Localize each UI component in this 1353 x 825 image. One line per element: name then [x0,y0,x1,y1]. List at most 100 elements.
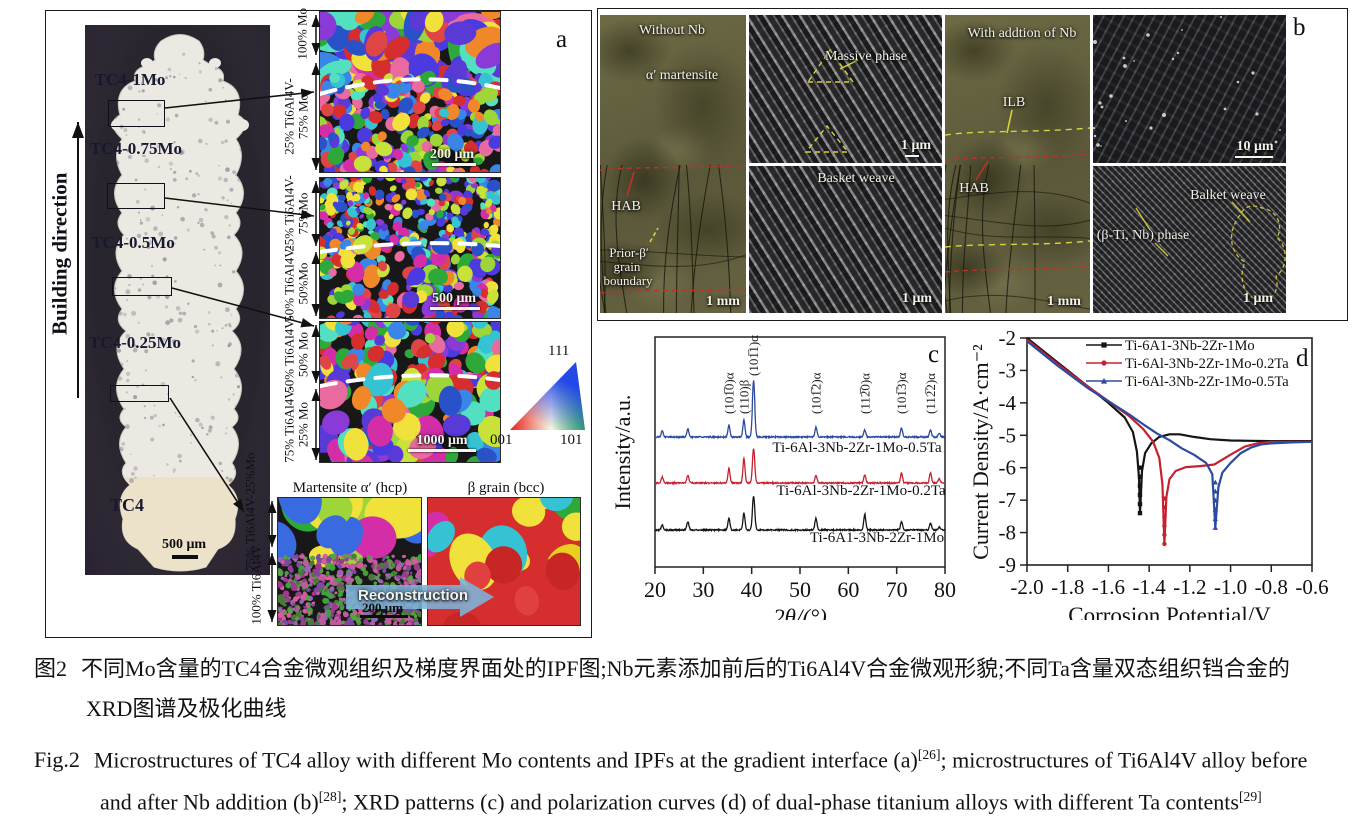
panel-b-frame [597,8,1348,321]
ipf-key-001: 001 [490,432,513,448]
prior-beta-line3: boundary [603,273,653,288]
martensite-ipf-image [277,497,422,626]
col2-top-scale-label: 1 μm [900,138,932,153]
massive-phase-label: Massive phase [824,49,908,64]
map1-scale-label: 200 μm [429,147,475,162]
section-label-tc4: TC4 [109,495,145,515]
sem-basket-weave [749,166,942,313]
pol-ytick: -2 [999,326,1017,350]
ipf-key-111: 111 [548,343,570,359]
xrd-peak-label: (110)β [736,379,751,414]
caption-zh-tag: 图2 [34,656,68,681]
section-label-tc4-025mo: TC4-0.25Mo [88,333,182,352]
hab-label-col1: HAB [611,199,641,214]
xrd-xtick: 50 [789,577,811,602]
ilb-label: ILB [1002,95,1026,110]
interface-dashed-line [320,241,500,254]
panel-d-tag: d [1296,345,1309,372]
xrd-series-label: Ti-6Al-3Nb-2Zr-1Mo-0.5Ta [772,440,942,456]
xrd-xtick: 30 [692,577,714,602]
martensite-title: Martensite α′ (hcp) [292,480,408,496]
alpha-martensite-label: α′ martensite [645,68,719,83]
pol-xlabel: Corrosion Potential/V [1068,603,1271,620]
pol-xtick: -1.4 [1133,575,1167,599]
xrd-xlabel: 2θ/(°) [773,605,827,620]
panel-c-tag: c [928,341,939,368]
pol-xtick: -0.6 [1295,575,1328,599]
caption-zh-line2: XRD图谱及极化曲线 [86,696,287,721]
sem-overview-with-nb [1093,15,1286,163]
caption-zh-line1: 图2 不同Mo含量的TC4合金微观组织及梯度界面处的IPF图;Nb元素添加前后的T… [34,656,1290,681]
xrd-series-label: Ti-6Al-3Nb-2Zr-1Mo-0.2Ta [776,483,946,499]
xrd-curve [654,380,946,440]
grain-mosaic [320,12,500,172]
building-direction-label: Building direction [47,172,72,335]
xrd-curve [654,448,946,486]
xrd-ylabel: Intensity/a.u. [610,395,635,510]
pol-ytick: -8 [999,521,1017,545]
beta-grain-ipf-image [427,497,581,626]
without-nb-label: Without Nb [639,23,705,38]
xrd-xtick: 70 [886,577,908,602]
pol-ytick: -4 [999,391,1017,415]
panel-a-frame [45,10,592,638]
xrd-peak-label: (112̅0)α [857,373,872,414]
xrd-xtick: 20 [644,577,666,602]
bottom-scale-bar [360,615,408,618]
pol-xtick: -1.6 [1092,575,1125,599]
xrd-peak-label: (101̅1)α [746,335,761,376]
specimen-scale-bar [172,555,198,559]
pol-xtick: -1.2 [1173,575,1206,599]
optical-micrograph-with-nb [945,15,1090,313]
caption-en-line2: and after Nb addition (b)[28]; XRD patte… [100,789,1262,815]
sem-bright-particles [1093,16,1281,152]
xrd-series-label: Ti-6A1-3Nb-2Zr-1Mo [810,530,944,546]
xrd-xtick: 80 [934,577,956,602]
pol-xtick: -2.0 [1010,575,1043,599]
map2-scale-label: 500 μm [431,291,477,306]
pol-ylabel: Current Density/A·cm⁻² [968,344,993,560]
panel-b-tag: b [1293,14,1306,41]
pol-ytick: -9 [999,553,1017,577]
balket-weave-label: Balket weave [1190,188,1266,203]
col3-scale-label: 1 mm [1047,294,1081,309]
beta-ti-nb-phase-label: (β-Ti, Nb) phase [1096,228,1190,243]
pol-ytick: -7 [999,488,1017,512]
panel-a-tag: a [556,26,568,53]
interface-dashed-line [320,77,500,96]
xrd-peak-label: (101̅2)α [808,372,823,414]
pol-ytick: -6 [999,456,1017,480]
map3-scale-label: 1000 μm [416,433,468,448]
xrd-xtick: 40 [741,577,763,602]
xrd-chart: 20 30 40 50 60 70 80 2θ/(°) Intensity/a.u. c Ti-6A… [610,335,956,620]
col4-top-scale-bar [1235,156,1273,158]
map1-scale-bar [432,163,476,166]
sem-balket-weave [1093,166,1286,313]
pol-xtick: -0.8 [1255,575,1288,599]
map2-scale-bar [430,307,480,310]
roi-box-2 [107,183,165,209]
ipf-key-101: 101 [560,432,583,448]
col1-scale-label: 1 mm [706,294,740,309]
pol-ytick: -3 [999,358,1017,382]
prior-beta-line1: Prior-β′ [609,245,649,260]
pol-legend-label: Ti-6Al-3Nb-2Zr-1Mo-0.2Ta [1125,356,1289,372]
grain-mosaic [320,322,500,462]
bottom-scale-label: 200 μm [362,600,403,615]
col2-bottom-scale-label: 1 μm [901,291,933,306]
xrd-peak-label: (101̅0)α [721,372,736,414]
pol-curve [1026,337,1312,515]
with-nb-label: With addtion of Nb [967,26,1077,41]
xrd-curve [654,496,946,533]
roi-box-3 [112,277,172,296]
xrd-peak-label: (101̅3)α [894,372,909,414]
ipf-color-triangle [510,362,585,430]
col2-top-scale-bar [905,155,919,157]
col4-bottom-scale-label: 1 μm [1242,291,1274,306]
roi-box-1 [108,100,165,127]
xrd-xtick: 60 [837,577,859,602]
section-label-tc4-05mo: TC4-0.5Mo [91,233,175,252]
pol-legend: Ti-6A1-3Nb-2Zr-1Mo Ti-6Al-3Nb-2Zr-1Mo-0.2… [1086,338,1289,390]
grain-boundary-lines [945,165,1090,313]
polarization-chart: -2.0 -1.8 -1.6 -1.4 -1.2 -1.0 -0.8 -0.6 -2 -3 -4 -5… [968,326,1329,620]
